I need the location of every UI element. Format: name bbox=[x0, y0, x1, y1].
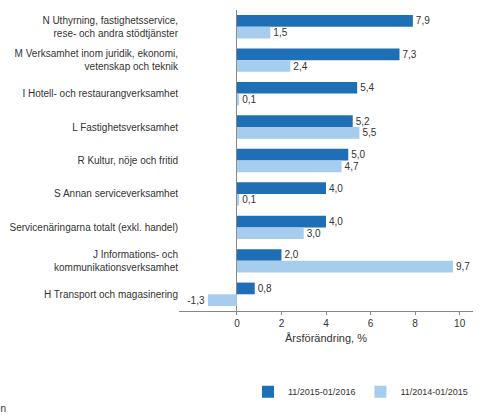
svg-text:Källa: Statistikcentralen: Källa: Statistikcentralen bbox=[0, 403, 6, 414]
svg-text:S Annan serviceverksamhet: S Annan serviceverksamhet bbox=[54, 188, 178, 199]
svg-text:I Hotell- och restaurangverksa: I Hotell- och restaurangverksamhet bbox=[22, 88, 178, 99]
svg-text:0,1: 0,1 bbox=[242, 194, 256, 205]
svg-text:4: 4 bbox=[323, 318, 329, 329]
svg-text:5,4: 5,4 bbox=[360, 82, 374, 93]
svg-text:7,9: 7,9 bbox=[416, 15, 430, 26]
svg-text:0,8: 0,8 bbox=[258, 283, 272, 294]
svg-text:9,7: 9,7 bbox=[456, 261, 470, 272]
svg-text:J Informations- ochkommunikati: J Informations- ochkommunikationsverksam… bbox=[54, 249, 178, 273]
svg-text:1,5: 1,5 bbox=[273, 27, 287, 38]
svg-text:2,4: 2,4 bbox=[293, 61, 307, 72]
svg-text:2: 2 bbox=[279, 318, 285, 329]
svg-text:M Verksamhet inom juridik, eko: M Verksamhet inom juridik, ekonomi,veten… bbox=[15, 48, 179, 72]
svg-text:2,0: 2,0 bbox=[284, 249, 298, 260]
svg-text:L Fastighetsverksamhet: L Fastighetsverksamhet bbox=[72, 122, 178, 133]
svg-text:N Uthyrning, fastighetsservice: N Uthyrning, fastighetsservice,rese- och… bbox=[42, 15, 178, 39]
svg-text:Servicenäringarna totalt (exkl: Servicenäringarna totalt (exkl. handel) bbox=[10, 222, 178, 233]
svg-text:-1,3: -1,3 bbox=[187, 295, 205, 306]
svg-text:6: 6 bbox=[368, 318, 374, 329]
svg-text:H Transport och magasinering: H Transport och magasinering bbox=[44, 289, 178, 300]
svg-text:11/2014-01/2015: 11/2014-01/2015 bbox=[400, 387, 467, 397]
svg-text:5,0: 5,0 bbox=[351, 149, 365, 160]
svg-text:5,2: 5,2 bbox=[356, 116, 370, 127]
svg-text:4,7: 4,7 bbox=[345, 161, 359, 172]
svg-text:7,3: 7,3 bbox=[403, 49, 417, 60]
svg-text:3,0: 3,0 bbox=[307, 228, 321, 239]
svg-text:0: 0 bbox=[234, 318, 240, 329]
svg-text:8: 8 bbox=[412, 318, 418, 329]
svg-text:0,1: 0,1 bbox=[242, 94, 256, 105]
svg-text:11/2015-01/2016: 11/2015-01/2016 bbox=[288, 387, 355, 397]
svg-text:5,5: 5,5 bbox=[362, 127, 376, 138]
svg-text:Årsförändring, %: Årsförändring, % bbox=[285, 332, 367, 344]
svg-text:4,0: 4,0 bbox=[329, 183, 343, 194]
svg-text:10: 10 bbox=[454, 318, 466, 329]
svg-text:R Kultur, nöje och fritid: R Kultur, nöje och fritid bbox=[77, 155, 178, 166]
svg-text:4,0: 4,0 bbox=[329, 216, 343, 227]
